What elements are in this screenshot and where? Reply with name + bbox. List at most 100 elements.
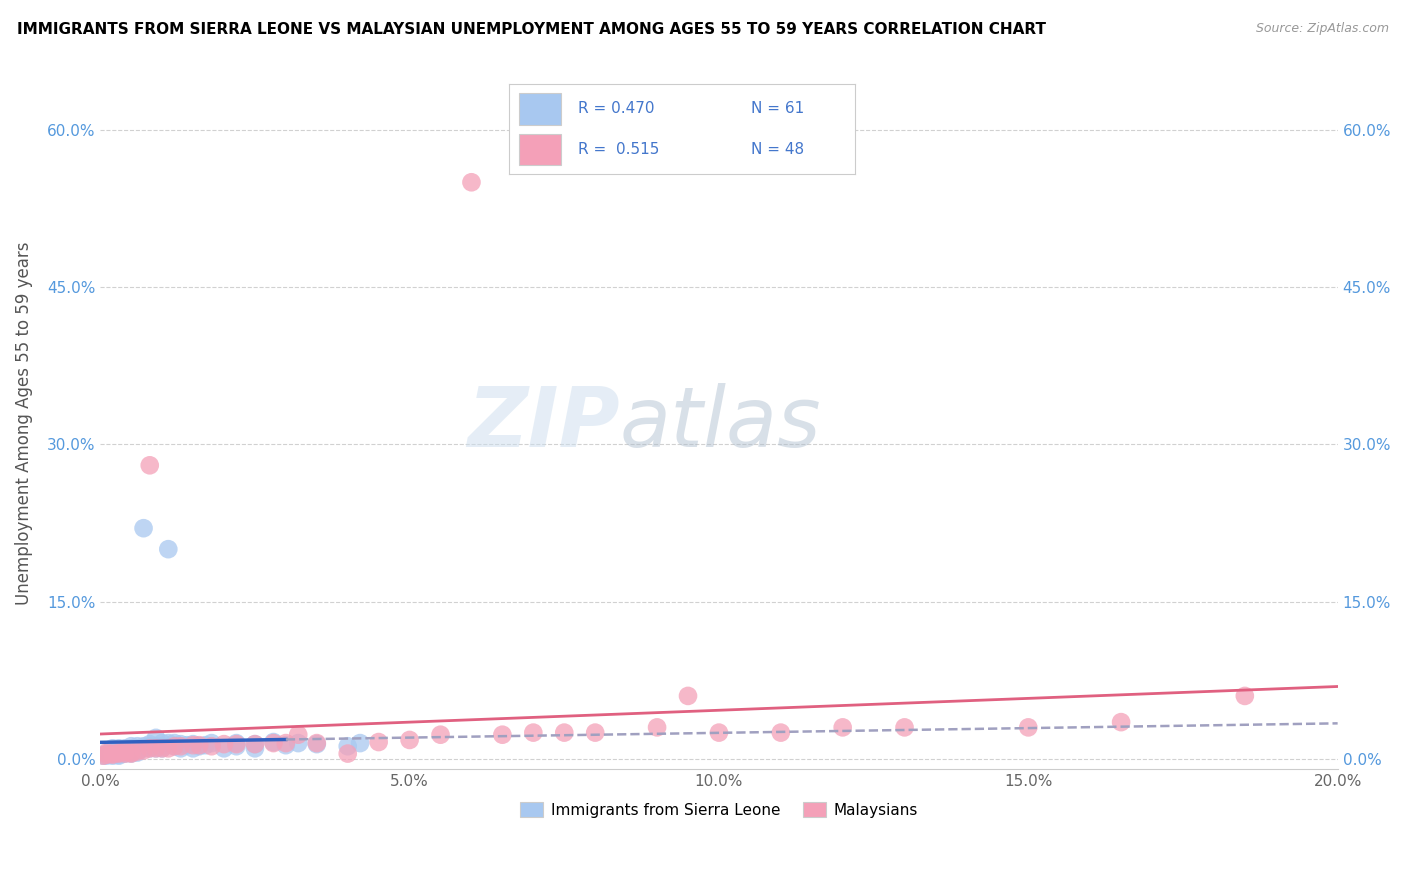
Point [96, 747, 118, 761]
Point [460, 175, 482, 189]
Point [127, 741, 149, 756]
Point [553, 725, 575, 739]
Point [170, 741, 193, 756]
Point [176, 738, 198, 752]
Text: ZIP: ZIP [467, 383, 620, 464]
Point [120, 747, 142, 761]
Point [120, 743, 142, 757]
Point [127, 739, 149, 754]
Point [101, 747, 124, 761]
Point [225, 736, 247, 750]
Point [93, 748, 115, 763]
Point [114, 747, 136, 761]
Point [225, 737, 247, 751]
Point [336, 747, 359, 761]
Point [114, 746, 136, 760]
Point [114, 743, 136, 757]
Point [145, 731, 167, 745]
Point [120, 746, 142, 760]
Point [583, 725, 606, 739]
Point [139, 737, 162, 751]
Point [201, 736, 224, 750]
Point [287, 728, 309, 742]
Point [212, 737, 235, 751]
Point [201, 739, 224, 754]
Point [120, 746, 142, 760]
Point [367, 735, 389, 749]
Point [194, 738, 217, 752]
Point [274, 738, 297, 752]
Point [305, 737, 328, 751]
Point [336, 739, 359, 754]
Point [127, 746, 149, 760]
Point [707, 725, 730, 739]
Point [132, 743, 155, 757]
Point [145, 741, 167, 756]
Point [188, 738, 211, 752]
Point [181, 741, 204, 756]
Point [263, 736, 285, 750]
Point [263, 735, 285, 749]
Point [170, 737, 193, 751]
Point [98, 747, 121, 762]
Point [114, 741, 136, 756]
Point [132, 741, 155, 756]
Point [120, 739, 142, 754]
Point [163, 739, 186, 754]
Point [225, 739, 247, 754]
Point [243, 737, 266, 751]
Point [139, 741, 162, 756]
Point [96, 746, 118, 760]
Point [145, 741, 167, 756]
Point [1233, 689, 1256, 703]
Point [108, 746, 131, 760]
Point [127, 744, 149, 758]
Point [120, 747, 142, 761]
Point [108, 746, 131, 760]
Point [139, 739, 162, 754]
Text: atlas: atlas [620, 383, 821, 464]
Point [429, 728, 451, 742]
Text: IMMIGRANTS FROM SIERRA LEONE VS MALAYSIAN UNEMPLOYMENT AMONG AGES 55 TO 59 YEARS: IMMIGRANTS FROM SIERRA LEONE VS MALAYSIA… [17, 22, 1046, 37]
Point [145, 739, 167, 754]
Point [349, 736, 371, 750]
Point [398, 733, 420, 747]
Point [108, 741, 131, 756]
Point [132, 521, 155, 535]
Point [157, 736, 180, 750]
Point [163, 736, 186, 750]
Point [104, 747, 127, 761]
Point [157, 542, 180, 557]
Point [96, 748, 118, 763]
Point [101, 748, 124, 763]
Point [150, 739, 173, 754]
Point [212, 741, 235, 756]
Point [243, 741, 266, 756]
Point [157, 741, 180, 756]
Point [114, 747, 136, 761]
Point [676, 689, 699, 703]
Point [831, 720, 853, 734]
Point [170, 739, 193, 754]
Point [108, 747, 131, 762]
Point [101, 747, 124, 761]
Point [114, 744, 136, 758]
Point [287, 736, 309, 750]
Point [274, 736, 297, 750]
Point [305, 736, 328, 750]
Point [132, 739, 155, 754]
Point [127, 743, 149, 757]
Point [181, 737, 204, 751]
Point [101, 747, 124, 762]
Text: Source: ZipAtlas.com: Source: ZipAtlas.com [1256, 22, 1389, 36]
Point [150, 736, 173, 750]
Point [150, 741, 173, 756]
Legend: Immigrants from Sierra Leone, Malaysians: Immigrants from Sierra Leone, Malaysians [513, 796, 924, 824]
Point [96, 747, 118, 762]
Point [120, 741, 142, 756]
Point [108, 748, 131, 763]
Point [101, 741, 124, 756]
Point [188, 739, 211, 754]
Point [150, 741, 173, 756]
Point [108, 743, 131, 757]
